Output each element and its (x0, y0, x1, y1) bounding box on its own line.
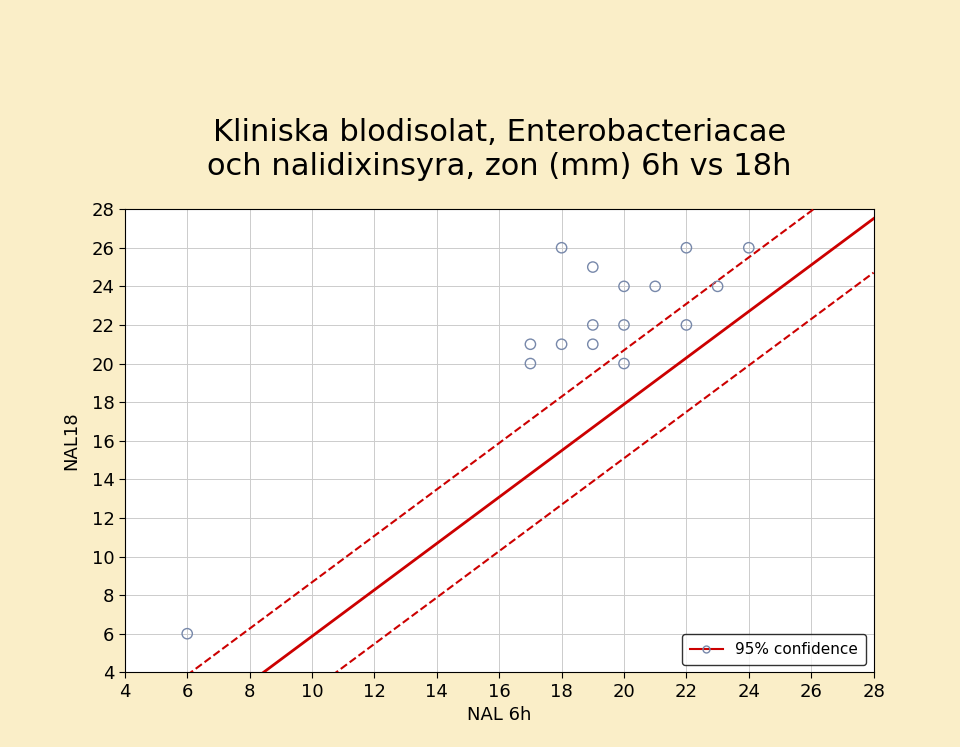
Point (585, 261, 601, 273)
Point (679, 242, 694, 254)
Point (647, 280, 662, 292)
Point (522, 358, 538, 370)
Point (709, 280, 726, 292)
Point (554, 338, 569, 350)
Point (522, 338, 538, 350)
Point (585, 338, 601, 350)
Point (616, 358, 632, 370)
Point (180, 627, 195, 639)
Point (679, 319, 694, 331)
Point (585, 319, 601, 331)
Y-axis label: NAL18: NAL18 (62, 412, 81, 470)
Point (616, 319, 632, 331)
X-axis label: NAL 6h: NAL 6h (467, 706, 532, 725)
Point (616, 280, 632, 292)
Text: Kliniska blodisolat, Enterobacteriacae
och nalidixinsyra, zon (mm) 6h vs 18h: Kliniska blodisolat, Enterobacteriacae o… (207, 118, 791, 181)
Legend: 95% confidence: 95% confidence (682, 634, 866, 665)
Point (554, 242, 569, 254)
Point (741, 242, 756, 254)
